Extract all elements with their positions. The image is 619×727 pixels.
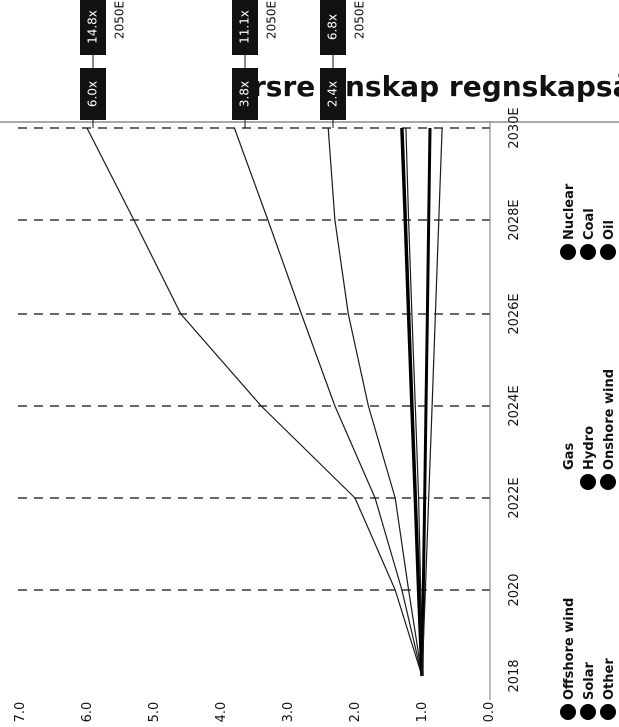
end-tag-label: 2.4x xyxy=(326,81,340,107)
legend-marker xyxy=(560,704,576,720)
end-tag-box xyxy=(232,68,258,120)
end-tag-label: 6.0x xyxy=(86,81,100,107)
series-lines xyxy=(86,127,443,677)
legend-marker xyxy=(600,244,616,260)
legend-marker xyxy=(580,474,596,490)
legend-label: Coal xyxy=(582,208,597,240)
y-tick-label: 2.0 xyxy=(348,702,363,723)
legend-label: Onshore wind xyxy=(602,369,617,470)
grid xyxy=(18,122,491,700)
x-tick-label: 2024E xyxy=(507,385,522,426)
legend-label: Hydro xyxy=(582,426,597,470)
legend-marker xyxy=(600,474,616,490)
legend-label: Offshore wind xyxy=(562,598,577,700)
legend-label: Other xyxy=(602,658,617,700)
legend-label: Gas xyxy=(562,443,577,470)
title-fragment-a: rsre xyxy=(252,70,315,103)
top-tag-box xyxy=(320,0,346,55)
end-tag-label: 3.8x xyxy=(238,81,252,107)
y-tick-label: 6.0 xyxy=(80,702,95,723)
tick-labels: 2018 2020 2022E 2024E 2026E 2028E 2030E 0.0 1.0 2… xyxy=(13,107,522,722)
series-line-6 xyxy=(420,127,432,677)
series-line-1 xyxy=(86,127,423,677)
legend-label: Oil xyxy=(602,220,617,240)
value-tags: 14.8x 2050E 11.1x 2050E 6.8x 2050E 6.0x 3.8x 2.4… xyxy=(80,0,367,128)
series-line-7 xyxy=(421,127,443,677)
x-tick-label: 2018 xyxy=(507,659,522,692)
x-tick-label: 2020 xyxy=(507,573,522,606)
end-tag-box xyxy=(80,68,106,120)
top-tag-sub: 2050E xyxy=(265,1,279,39)
legend-label: Solar xyxy=(582,661,597,700)
top-tag-box xyxy=(80,0,106,55)
y-tick-label: 5.0 xyxy=(147,702,162,723)
y-tick-label: 0.0 xyxy=(482,702,497,723)
top-tag-label: 6.8x xyxy=(326,14,340,40)
legend-label: Nuclear xyxy=(562,183,577,240)
series-line-2 xyxy=(233,127,423,677)
legend-marker xyxy=(580,704,596,720)
x-tick-label: 2028E xyxy=(507,199,522,240)
legend-marker xyxy=(580,244,596,260)
top-tag-box xyxy=(232,0,258,55)
legend-marker xyxy=(560,244,576,260)
top-tag-sub: 2050E xyxy=(353,1,367,39)
y-tick-label: 3.0 xyxy=(281,702,296,723)
top-tag-label: 14.8x xyxy=(86,10,100,44)
legend: Offshore wind Solar Other Gas Hydro Onshore w… xyxy=(560,183,617,720)
y-tick-label: 4.0 xyxy=(214,702,229,723)
series-line-3 xyxy=(327,127,423,677)
x-tick-label: 2022E xyxy=(507,477,522,518)
end-tag-box xyxy=(320,68,346,120)
title-fragment-b: nskap regnskapsår xyxy=(345,70,619,103)
y-tick-label: 7.0 xyxy=(13,702,28,723)
y-tick-label: 1.0 xyxy=(415,702,430,723)
series-line-5 xyxy=(405,127,423,677)
x-tick-label: 2030E xyxy=(507,107,522,148)
top-tag-label: 11.1x xyxy=(238,10,252,44)
series-line-4 xyxy=(400,127,424,677)
x-tick-label: 2026E xyxy=(507,293,522,334)
legend-marker xyxy=(600,704,616,720)
top-tag-sub: 2050E xyxy=(113,1,127,39)
